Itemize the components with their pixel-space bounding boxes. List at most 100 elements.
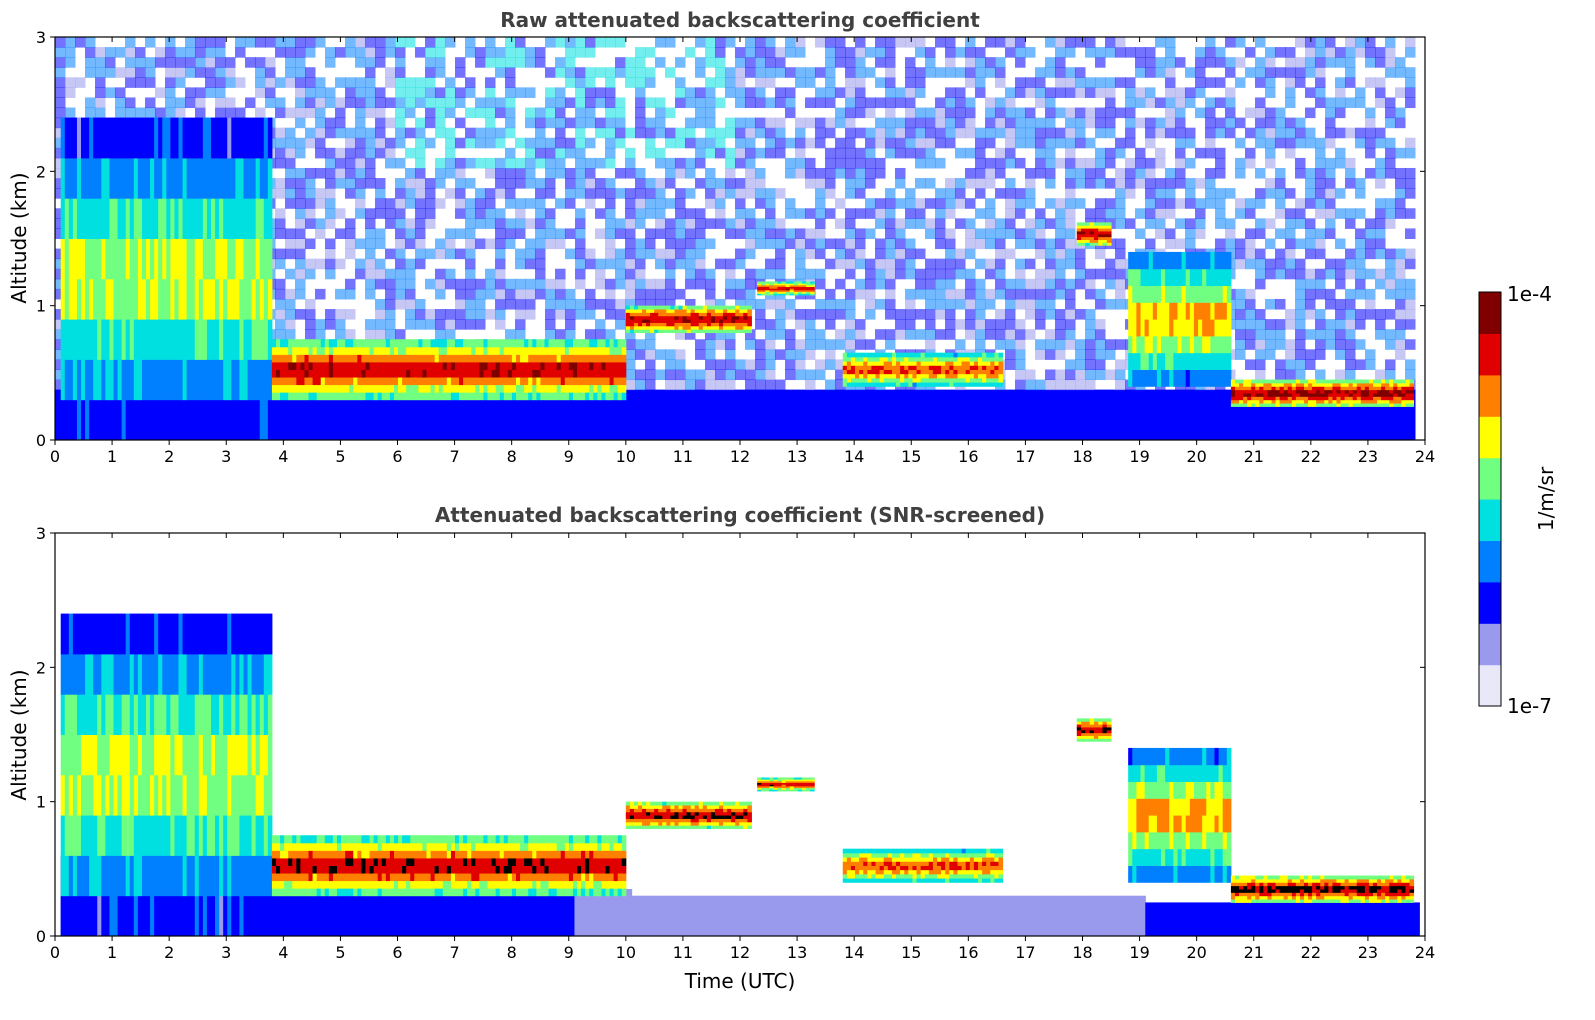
top-y-tick-label: 0 bbox=[36, 431, 46, 450]
top-x-tick-label: 22 bbox=[1301, 447, 1321, 466]
colorbar-swatch bbox=[1479, 416, 1501, 428]
bottom-x-tick-label: 18 bbox=[1072, 943, 1092, 962]
colorbar-max-label: 1e-4 bbox=[1507, 282, 1552, 306]
bottom-panel: Attenuated backscattering coefficient (S… bbox=[7, 503, 1435, 993]
top-x-tick-label: 18 bbox=[1072, 447, 1092, 466]
bottom-x-tick-label: 8 bbox=[507, 943, 517, 962]
colorbar-swatch bbox=[1479, 602, 1501, 614]
colorbar-swatch bbox=[1479, 643, 1501, 655]
colorbar-swatch bbox=[1479, 561, 1501, 573]
colorbar-swatch bbox=[1479, 612, 1501, 624]
colorbar-swatch bbox=[1479, 436, 1501, 448]
colorbar-swatch bbox=[1479, 540, 1501, 552]
bottom-feature-1 bbox=[271, 835, 627, 897]
top-x-tick-label: 21 bbox=[1244, 447, 1264, 466]
colorbar-swatch bbox=[1479, 695, 1501, 707]
colorbar-swatch bbox=[1479, 581, 1501, 593]
colorbar-swatch bbox=[1479, 467, 1501, 479]
bottom-x-tick-label: 1 bbox=[107, 943, 117, 962]
top-x-tick-label: 24 bbox=[1415, 447, 1435, 466]
colorbar-swatch bbox=[1479, 623, 1501, 635]
top-feature-0 bbox=[60, 117, 273, 441]
bottom-x-tick-label: 11 bbox=[673, 943, 693, 962]
bottom-y-tick-label: 0 bbox=[36, 927, 46, 946]
bottom-x-tick-label: 14 bbox=[844, 943, 864, 962]
top-x-tick-label: 5 bbox=[335, 447, 345, 466]
bottom-x-tick-label: 22 bbox=[1301, 943, 1321, 962]
bottom-heatmap bbox=[60, 613, 1420, 937]
colorbar-swatch bbox=[1479, 674, 1501, 686]
top-x-tick-label: 15 bbox=[901, 447, 921, 466]
bottom-x-tick-label: 9 bbox=[564, 943, 574, 962]
bottom-feature-5 bbox=[1076, 718, 1112, 742]
colorbar-frame bbox=[1478, 291, 1502, 707]
bottom-y-axis: 0 1 2 3 bbox=[36, 524, 1425, 946]
bottom-x-axis: 0 1 2 3 4 5 6 7 8 9 10 11 12 13 14 15 16 17 18 19 20 21 22 23 24 bbox=[50, 533, 1435, 962]
bottom-feature-4 bbox=[842, 848, 1004, 883]
bottom-feature-0 bbox=[60, 613, 273, 937]
bottom-x-tick-label: 13 bbox=[787, 943, 807, 962]
top-x-tick-label: 19 bbox=[1129, 447, 1149, 466]
bottom-x-tick-label: 4 bbox=[278, 943, 288, 962]
bottom-x-tick-label: 23 bbox=[1358, 943, 1378, 962]
top-x-tick-label: 2 bbox=[164, 447, 174, 466]
bottom-feature-6 bbox=[1128, 747, 1232, 883]
top-y-tick-label: 1 bbox=[36, 297, 46, 316]
colorbar-swatch bbox=[1479, 457, 1501, 469]
top-x-tick-label: 4 bbox=[278, 447, 288, 466]
colorbar-swatch bbox=[1479, 571, 1501, 583]
top-feature-3 bbox=[757, 281, 815, 296]
colorbar-swatch bbox=[1479, 509, 1501, 521]
bottom-x-tick-label: 16 bbox=[958, 943, 978, 962]
colorbar-swatch bbox=[1479, 302, 1501, 314]
colorbar-swatch bbox=[1479, 292, 1501, 303]
bottom-x-tick-label: 6 bbox=[392, 943, 402, 962]
top-x-tick-label: 9 bbox=[564, 447, 574, 466]
bottom-x-tick-label: 5 bbox=[335, 943, 345, 962]
top-x-tick-label: 13 bbox=[787, 447, 807, 466]
colorbar-swatch bbox=[1479, 633, 1501, 645]
colorbar-swatch bbox=[1479, 323, 1501, 334]
top-feature-2 bbox=[625, 305, 752, 334]
colorbar-swatch bbox=[1479, 654, 1501, 666]
colorbar-swatch bbox=[1479, 664, 1501, 676]
colorbar-swatch bbox=[1479, 395, 1501, 407]
colorbar-swatch bbox=[1479, 405, 1501, 417]
bottom-feature-7 bbox=[1230, 875, 1415, 903]
top-features bbox=[60, 117, 1415, 441]
colorbar-swatch bbox=[1479, 478, 1501, 490]
colorbar-swatch bbox=[1479, 354, 1501, 366]
colorbar-unit-label: 1/m/sr bbox=[1534, 466, 1558, 531]
top-x-tick-label: 3 bbox=[221, 447, 231, 466]
top-x-tick-label: 17 bbox=[1015, 447, 1035, 466]
bottom-feature-2 bbox=[625, 801, 752, 830]
bottom-x-tick-label: 2 bbox=[164, 943, 174, 962]
top-x-tick-label: 20 bbox=[1186, 447, 1206, 466]
top-x-tick-label: 8 bbox=[507, 447, 517, 466]
top-x-tick-label: 11 bbox=[673, 447, 693, 466]
top-y-axis-label: Altitude (km) bbox=[7, 172, 31, 303]
top-x-tick-label: 16 bbox=[958, 447, 978, 466]
top-x-tick-label: 1 bbox=[107, 447, 117, 466]
bottom-x-tick-label: 19 bbox=[1129, 943, 1149, 962]
bottom-x-tick-label: 7 bbox=[449, 943, 459, 962]
bottom-x-tick-label: 24 bbox=[1415, 943, 1435, 962]
top-x-tick-label: 0 bbox=[50, 447, 60, 466]
colorbar-swatch bbox=[1479, 592, 1501, 604]
bottom-x-tick-label: 20 bbox=[1186, 943, 1206, 962]
bottom-x-tick-label: 12 bbox=[730, 943, 750, 962]
top-x-axis: 0 1 2 3 4 5 6 7 8 9 10 11 12 13 14 15 16 17 18 19 20 21 22 23 24 bbox=[50, 37, 1435, 466]
bottom-x-tick-label: 17 bbox=[1015, 943, 1035, 962]
bottom-x-tick-label: 3 bbox=[221, 943, 231, 962]
colorbar-swatch bbox=[1479, 447, 1501, 459]
top-heatmap bbox=[55, 37, 1416, 441]
top-panel: Raw attenuated backscattering coefficien… bbox=[7, 8, 1435, 466]
bottom-x-tick-label: 10 bbox=[616, 943, 636, 962]
colorbar-swatch bbox=[1479, 488, 1501, 500]
colorbar-swatch bbox=[1479, 685, 1501, 697]
top-y-tick-label: 3 bbox=[36, 28, 46, 47]
bottom-panel-title: Attenuated backscattering coefficient (S… bbox=[435, 503, 1045, 527]
colorbar-swatch bbox=[1479, 343, 1501, 355]
bottom-y-tick-label: 1 bbox=[36, 793, 46, 812]
colorbar-swatch bbox=[1479, 519, 1501, 531]
